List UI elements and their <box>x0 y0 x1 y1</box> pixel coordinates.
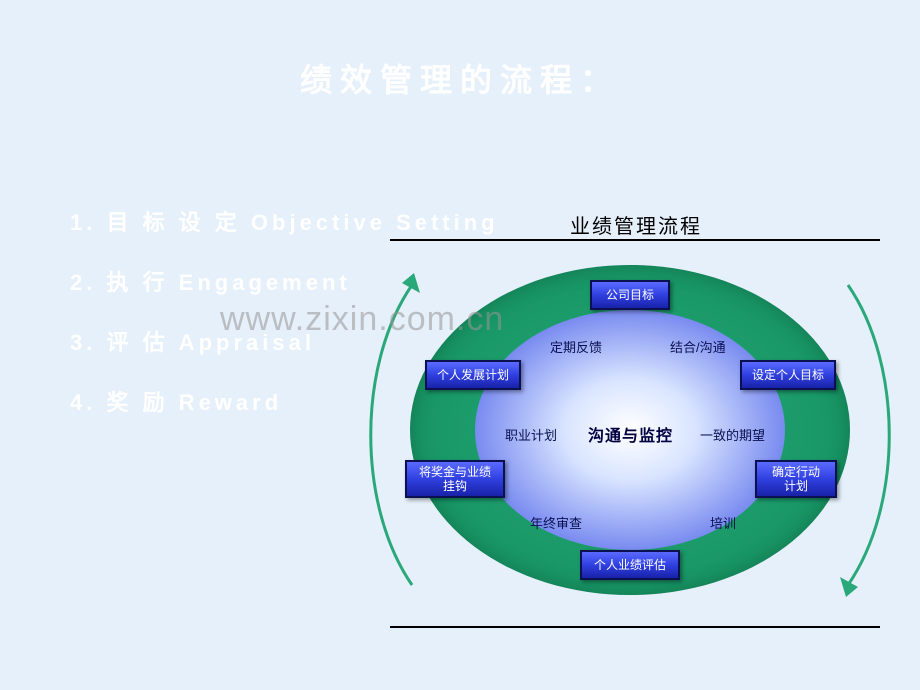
diagram-title: 业绩管理流程 <box>570 210 702 239</box>
page-title: 绩效管理的流程： <box>0 55 920 101</box>
process-node: 设定个人目标 <box>740 360 836 390</box>
diagram-hr-bottom <box>390 626 880 628</box>
process-node: 个人业绩评估 <box>580 550 680 580</box>
diagram-note: 结合/沟通 <box>670 337 726 356</box>
process-node: 确定行动计划 <box>755 460 837 498</box>
diagram-note: 年终审查 <box>530 513 582 532</box>
diagram-note: 定期反馈 <box>550 337 602 356</box>
list-item: 1. 目 标 设 定 Objective Setting <box>70 205 499 237</box>
diagram-note: 一致的期望 <box>700 425 765 444</box>
process-diagram: 沟通与监控 公司目标个人发展计划 设定个人目标将奖金与业绩挂钩 确定行动计划个人业绩… <box>380 245 880 615</box>
center-label: 沟通与监控 <box>588 422 673 446</box>
process-node: 将奖金与业绩挂钩 <box>405 460 505 498</box>
diagram-hr-top <box>390 239 880 241</box>
process-node: 个人发展计划 <box>425 360 521 390</box>
process-node: 公司目标 <box>590 280 670 310</box>
diagram-note: 职业计划 <box>505 425 557 444</box>
diagram-note: 培训 <box>710 513 736 532</box>
